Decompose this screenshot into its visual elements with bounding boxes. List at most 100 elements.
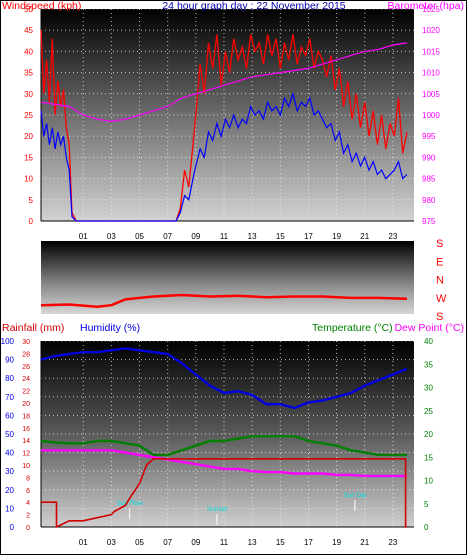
rain-y-tick-label: 20 bbox=[22, 401, 30, 408]
baro-y-tick-label: 1020 bbox=[422, 26, 440, 35]
direction-label-e: E bbox=[436, 256, 443, 268]
rain-y-tick-label: 8 bbox=[26, 475, 30, 482]
rain-y-tick-label: 10 bbox=[22, 463, 30, 470]
humidity-x-tick-label: 21 bbox=[360, 538, 369, 547]
humidity-x-tick-label: 07 bbox=[163, 538, 172, 547]
humidity-x-ticks: 01 03 05 07 09 11 13 15 17 19 21 23 bbox=[79, 538, 398, 547]
wind-y-tick-label: 25 bbox=[24, 111, 33, 120]
baro-y-tick-label: 985 bbox=[422, 175, 436, 184]
humidity-x-tick-label: 17 bbox=[304, 538, 313, 547]
humidity-x-tick-label: 13 bbox=[248, 538, 257, 547]
humidity-y-tick-label: 10 bbox=[5, 504, 14, 513]
baro-y-tick-label: 990 bbox=[422, 153, 436, 162]
wind-x-tick-label: 17 bbox=[304, 232, 313, 241]
wind-chart-title: 24 hour graph day : 22 November 2015 bbox=[162, 0, 345, 12]
baro-y-tick-label: 980 bbox=[422, 196, 436, 205]
temp-axis-label: Temperature (°C) bbox=[312, 322, 393, 334]
temp-y-tick-label: 10 bbox=[424, 477, 433, 486]
wind-plot-area bbox=[41, 9, 414, 221]
baro-right-label: Barometer (hpa) bbox=[388, 0, 464, 12]
wind-y-tick-label: 5 bbox=[29, 196, 34, 205]
wind-y-tick-label: 35 bbox=[24, 69, 33, 78]
humidity-plot-area bbox=[41, 341, 414, 527]
rain-y-tick-label: 22 bbox=[22, 389, 30, 396]
sun-annotation-label: Sunset bbox=[207, 506, 227, 513]
humidity-x-tick-label: 01 bbox=[79, 538, 88, 547]
humidity-y-tick-label: 90 bbox=[5, 356, 14, 365]
rain-y-tick-label: 18 bbox=[22, 413, 30, 420]
humidity-x-tick-label: 19 bbox=[332, 538, 341, 547]
rain-y-tick-label: 30 bbox=[22, 339, 30, 346]
humidity-y-tick-label: 60 bbox=[5, 411, 14, 420]
temp-y-tick-label: 0 bbox=[424, 523, 429, 532]
temp-y-tick-label: 25 bbox=[424, 407, 433, 416]
rain-y-tick-label: 6 bbox=[26, 488, 30, 495]
temp-y-tick-label: 20 bbox=[424, 430, 433, 439]
humidity-x-tick-label: 11 bbox=[220, 538, 229, 547]
wind-x-tick-label: 05 bbox=[135, 232, 144, 241]
wind-x-tick-label: 21 bbox=[360, 232, 369, 241]
direction-label-s: S bbox=[436, 238, 443, 250]
humidity-y-tick-label: 100 bbox=[1, 337, 15, 346]
wind-y-tick-label: 50 bbox=[24, 5, 33, 14]
humidity-y-tick-label: 80 bbox=[5, 374, 14, 383]
series-line-humidity bbox=[40, 347, 408, 410]
temp-y-tick-label: 35 bbox=[424, 360, 433, 369]
wind-x-tick-label: 07 bbox=[163, 232, 172, 241]
wind-x-tick-label: 23 bbox=[388, 232, 397, 241]
humidity-axis-label: Humidity (%) bbox=[80, 322, 140, 334]
wind-y-tick-label: 20 bbox=[24, 132, 33, 141]
dew-axis-label: Dew Point (°C) bbox=[394, 322, 464, 334]
humidity-x-tick-label: 15 bbox=[276, 538, 285, 547]
baro-y-tick-label: 975 bbox=[422, 217, 436, 226]
humidity-x-tick-label: 23 bbox=[388, 538, 397, 547]
wind-x-tick-label: 13 bbox=[248, 232, 257, 241]
baro-y-tick-label: 1010 bbox=[422, 69, 440, 78]
wind-x-tick-label: 19 bbox=[332, 232, 341, 241]
direction-label-w: W bbox=[436, 293, 447, 305]
rain-y-tick-label: 28 bbox=[22, 351, 30, 358]
rain-y-tick-label: 0 bbox=[26, 525, 30, 532]
wind-x-tick-label: 09 bbox=[191, 232, 200, 241]
wind-y-tick-label: 15 bbox=[24, 153, 33, 162]
rain-y-tick-label: 26 bbox=[22, 364, 30, 371]
baro-y-tick-label: 1015 bbox=[422, 47, 440, 56]
temp-y-tick-label: 40 bbox=[424, 337, 433, 346]
series-line-rainfall bbox=[41, 457, 407, 528]
humidity-grid bbox=[41, 340, 414, 527]
humidity-x-tick-label: 03 bbox=[107, 538, 116, 547]
wind-x-tick-label: 11 bbox=[220, 232, 229, 241]
direction-label-s: S bbox=[436, 311, 443, 323]
series-line-gust bbox=[40, 91, 408, 222]
wind-x-tick-label: 15 bbox=[276, 232, 285, 241]
humidity-ticks: 0 10 20 30 40 50 60 70 80 90 100 bbox=[1, 337, 15, 532]
baro-y-tick-label: 1025 bbox=[422, 5, 440, 14]
humidity-y-tick-label: 70 bbox=[5, 393, 14, 402]
sun-annotations: Sun Rise Sunset Sun Dip bbox=[116, 492, 367, 525]
wind-direction-line bbox=[40, 293, 408, 308]
wind-y-tick-label: 0 bbox=[29, 217, 34, 226]
wind-y-tick-label: 10 bbox=[24, 175, 33, 184]
temp-y-tick-label: 5 bbox=[424, 500, 429, 509]
rain-y-tick-label: 14 bbox=[22, 438, 30, 445]
wind-grid bbox=[41, 8, 414, 221]
baro-y-tick-label: 1000 bbox=[422, 111, 440, 120]
temp-y-tick-label: 15 bbox=[424, 453, 433, 462]
wind-x-ticks: 01 03 05 07 09 11 13 15 17 19 21 23 bbox=[79, 232, 398, 241]
direction-series bbox=[40, 293, 408, 308]
wind-y-tick-label: 30 bbox=[24, 90, 33, 99]
series-line-dew-point bbox=[41, 449, 407, 478]
wind-x-tick-label: 01 bbox=[79, 232, 88, 241]
humidity-y-tick-label: 40 bbox=[5, 449, 14, 458]
wind-x-tick-label: 03 bbox=[107, 232, 116, 241]
humidity-y-tick-label: 20 bbox=[5, 486, 14, 495]
wind-series bbox=[40, 30, 408, 222]
series-line-temperature bbox=[40, 435, 407, 457]
